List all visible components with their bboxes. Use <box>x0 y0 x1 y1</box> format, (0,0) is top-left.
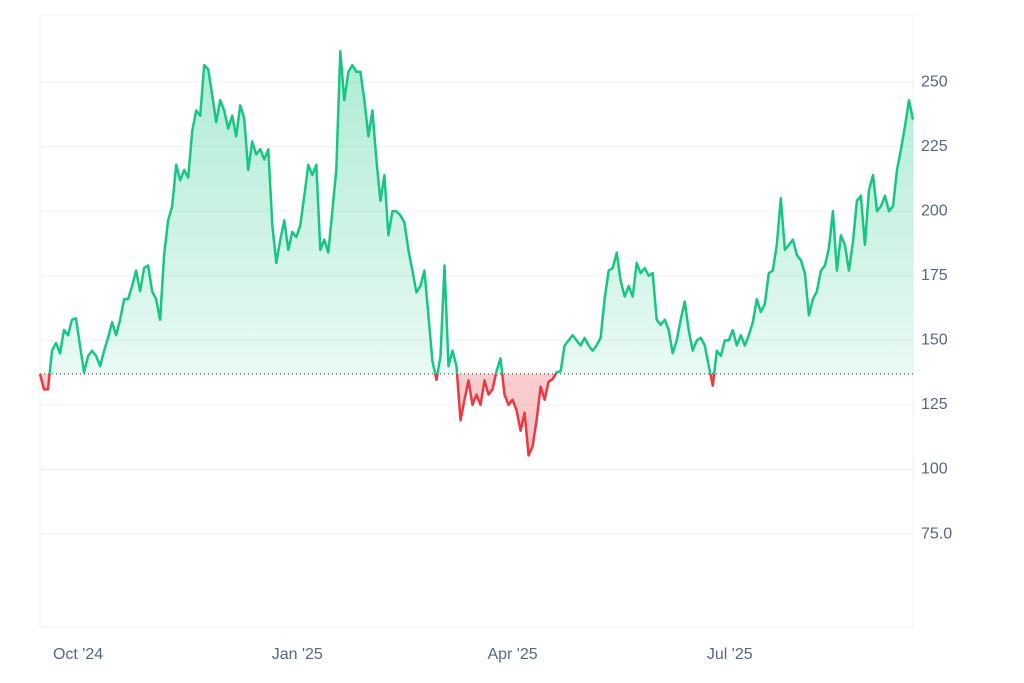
y-tick-label: 250 <box>921 73 948 90</box>
x-tick-label: Jan '25 <box>272 646 323 663</box>
y-tick-label: 225 <box>921 138 948 155</box>
y-tick-label: 100 <box>921 461 948 478</box>
x-tick-label: Apr '25 <box>487 646 537 663</box>
area-up <box>40 51 913 374</box>
y-tick-label: 200 <box>921 202 948 219</box>
x-tick-label: Oct '24 <box>53 646 103 663</box>
y-tick-label: 75.0 <box>921 525 952 542</box>
x-tick-label: Jul '25 <box>707 646 753 663</box>
price-line-down <box>38 373 716 457</box>
y-tick-label: 175 <box>921 267 948 284</box>
price-line-up <box>39 49 915 374</box>
y-tick-label: 150 <box>921 332 948 349</box>
y-tick-label: 125 <box>921 396 948 413</box>
area-down <box>40 373 913 456</box>
